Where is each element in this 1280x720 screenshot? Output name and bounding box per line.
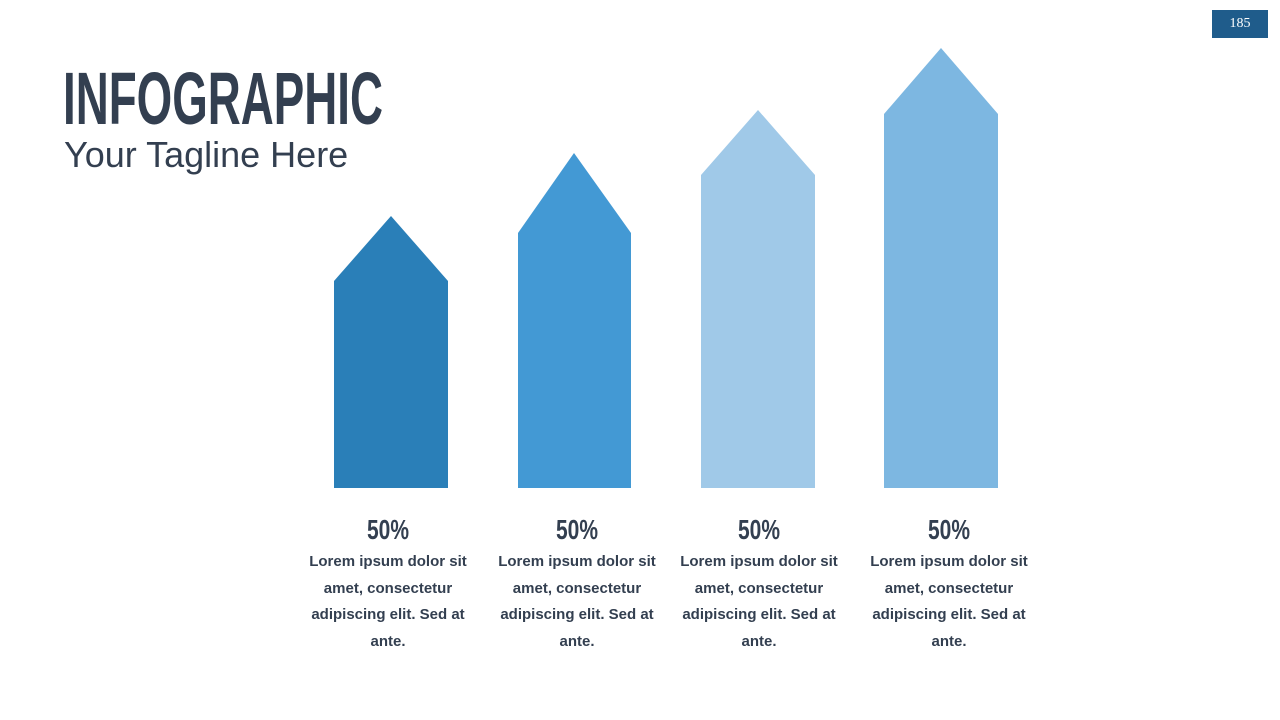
page-number: 185 [1212,10,1268,38]
item-label: 50% [928,514,970,545]
arrow [701,110,815,488]
item-text: Lorem ipsum dolor sit amet, consectetur … [498,553,656,650]
arrow [884,48,998,488]
item-label: 50% [556,514,598,545]
item-text: Lorem ipsum dolor sit amet, consectetur … [870,553,1028,650]
item-label: 50% [367,514,409,545]
item-text: Lorem ipsum dolor sit amet, consectetur … [680,553,838,650]
item-label: 50% [738,514,780,545]
tagline: Your Tagline Here [64,134,349,175]
arrow [334,216,448,488]
title: INFOGRAPHIC [63,57,383,140]
item-text: Lorem ipsum dolor sit amet, consectetur … [309,553,467,650]
arrow [518,153,631,488]
